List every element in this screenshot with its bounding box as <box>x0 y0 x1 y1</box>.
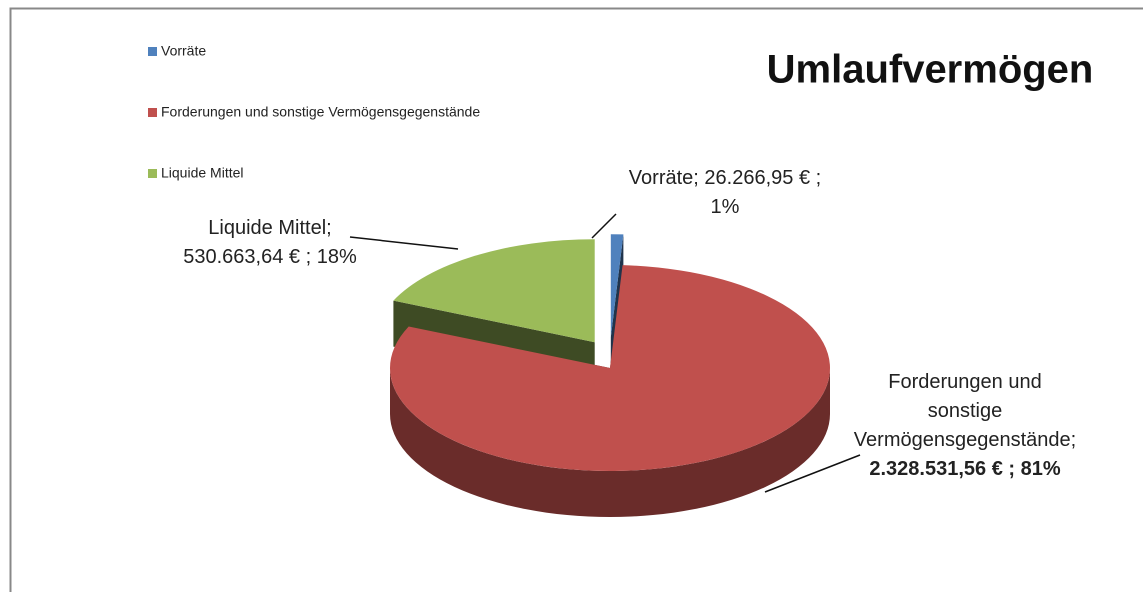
data-label: Vorräte; 26.266,95 € ; 1% <box>625 164 825 222</box>
data-label-value: 2.328.531,56 € ; 81% <box>869 458 1061 480</box>
data-label: Liquide Mittel; 530.663,64 € ; 18% <box>160 214 380 272</box>
pie-tops <box>389 234 831 472</box>
data-label: Forderungen und sonstige Vermögensgegens… <box>850 368 1080 484</box>
pie-slice <box>393 239 595 343</box>
legend-label: Vorräte <box>161 43 206 59</box>
legend-label: Forderungen und sonstige Vermögensgegens… <box>161 104 480 120</box>
data-label-category: Forderungen und sonstige Vermögensgegens… <box>853 371 1071 451</box>
data-label-separator: ; <box>1070 429 1077 451</box>
data-label-category: Vorräte <box>628 167 694 189</box>
data-label-separator: ; <box>326 217 332 239</box>
data-label-separator: ; <box>693 167 699 189</box>
leader-line <box>591 213 617 239</box>
legend-swatch <box>148 108 157 117</box>
pie-side <box>390 368 830 517</box>
chart-title: Umlaufvermögen <box>767 48 1094 92</box>
data-label-value: 530.663,64 € ; 18% <box>183 246 357 268</box>
data-label-value: 26.266,95 € ; 1% <box>704 167 822 218</box>
pie-slice <box>610 234 624 338</box>
legend-swatch <box>148 169 157 178</box>
legend-label: Liquide Mittel <box>161 165 244 181</box>
pie-slice <box>389 265 831 472</box>
leader-line <box>764 454 861 493</box>
leader-line <box>349 236 459 250</box>
chart-frame <box>9 7 1143 592</box>
pie <box>389 234 831 517</box>
legend-swatch <box>148 47 157 56</box>
data-label-category: Liquide Mittel <box>208 217 327 239</box>
